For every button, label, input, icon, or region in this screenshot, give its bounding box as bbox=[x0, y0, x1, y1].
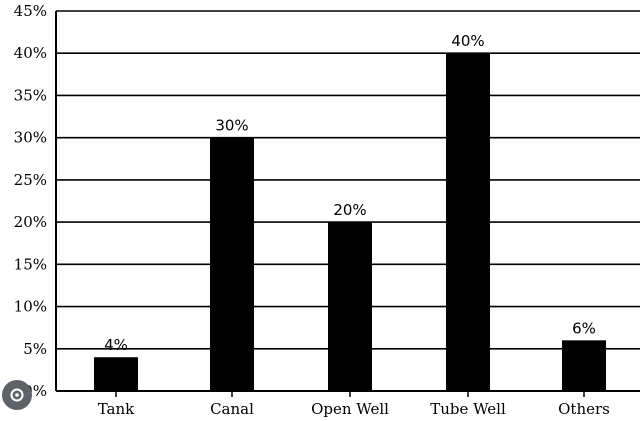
lens-glyph-icon bbox=[10, 388, 24, 402]
bar bbox=[562, 340, 606, 391]
y-tick-label: 45% bbox=[14, 2, 47, 20]
bar bbox=[94, 357, 138, 391]
data-label: 4% bbox=[104, 336, 128, 354]
y-tick-label: 20% bbox=[14, 213, 47, 231]
category-labels: Tank Canal Open Well Tube Well Others bbox=[98, 400, 610, 418]
y-tick-label: 25% bbox=[14, 171, 47, 189]
bar bbox=[446, 53, 490, 391]
bar bbox=[328, 222, 372, 391]
y-tick-label: 35% bbox=[14, 86, 47, 104]
axes bbox=[55, 11, 640, 397]
bars-group bbox=[94, 53, 606, 391]
category-label: Tube Well bbox=[430, 400, 506, 418]
grid-lines bbox=[56, 10, 640, 350]
lens-search-icon[interactable] bbox=[2, 380, 32, 410]
bar bbox=[210, 137, 254, 391]
y-tick-label: 30% bbox=[14, 129, 47, 147]
y-tick-label: 10% bbox=[14, 298, 47, 316]
data-label: 6% bbox=[572, 319, 596, 337]
data-label: 30% bbox=[215, 117, 248, 135]
category-label: Others bbox=[558, 400, 610, 418]
y-tick-label: 5% bbox=[23, 340, 47, 358]
y-tick-label: 15% bbox=[14, 255, 47, 273]
category-label: Open Well bbox=[311, 400, 389, 418]
data-labels: 4% 30% 20% 40% 6% bbox=[104, 32, 596, 354]
data-label: 20% bbox=[333, 201, 366, 219]
category-label: Canal bbox=[210, 400, 254, 418]
y-tick-label: 40% bbox=[14, 44, 47, 62]
data-label: 40% bbox=[451, 32, 484, 50]
y-tick-labels: 0%5%10%15%20%25%30%35%40%45% bbox=[14, 2, 47, 400]
category-label: Tank bbox=[98, 400, 135, 418]
